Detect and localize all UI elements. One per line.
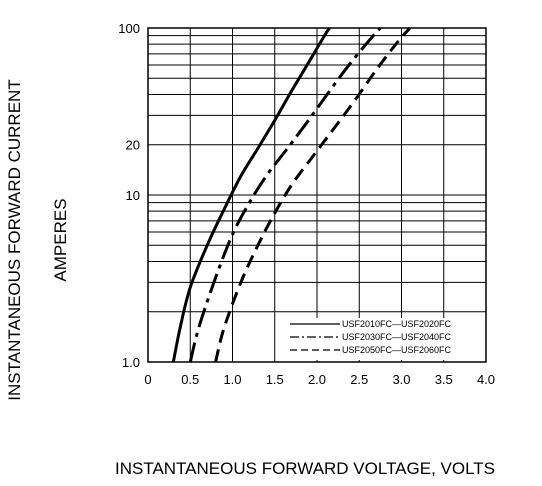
plot-frame bbox=[147, 27, 487, 363]
legend-label-3: USF2050FC—USF2060FC bbox=[342, 345, 452, 355]
legend-label-2: USF2030FC—USF2040FC bbox=[342, 332, 452, 342]
series-line-3 bbox=[214, 27, 412, 363]
x-axis-title: INSTANTANEOUS FORWARD VOLTAGE, VOLTS bbox=[115, 459, 495, 478]
x-tick-label: 3.5 bbox=[435, 372, 453, 387]
legend-label-1: USF2010FC—USF2020FC bbox=[342, 319, 452, 329]
legend: USF2010FC—USF2020FC USF2030FC—USF2040FC US… bbox=[284, 318, 484, 360]
y-tick-label: 1.0 bbox=[122, 355, 140, 370]
tick-labels: 0 0.5 1.0 1.5 2.0 2.5 3.0 3.5 4.0 1.0 10 20 100 bbox=[118, 21, 495, 387]
x-tick-label: 1.5 bbox=[266, 372, 284, 387]
x-tick-label: 1.0 bbox=[223, 372, 241, 387]
series-layer bbox=[171, 26, 412, 363]
y-tick-label: 20 bbox=[126, 138, 140, 153]
x-tick-label: 0 bbox=[144, 372, 151, 387]
plot-grid bbox=[148, 28, 486, 362]
y-tick-label: 10 bbox=[126, 188, 140, 203]
y-tick-label: 100 bbox=[118, 21, 140, 36]
legend-background bbox=[284, 318, 484, 360]
x-tick-label: 4.0 bbox=[477, 372, 495, 387]
y-axis-title-line1: INSTANTANEOUS FORWARD CURRENT bbox=[5, 79, 24, 400]
y-axis-title-line2: AMPERES bbox=[51, 198, 70, 281]
series-line-2 bbox=[188, 26, 382, 363]
series-line-1 bbox=[171, 27, 331, 363]
x-tick-label: 2.5 bbox=[350, 372, 368, 387]
x-tick-label: 0.5 bbox=[181, 372, 199, 387]
x-tick-label: 2.0 bbox=[308, 372, 326, 387]
x-tick-label: 3.0 bbox=[392, 372, 410, 387]
